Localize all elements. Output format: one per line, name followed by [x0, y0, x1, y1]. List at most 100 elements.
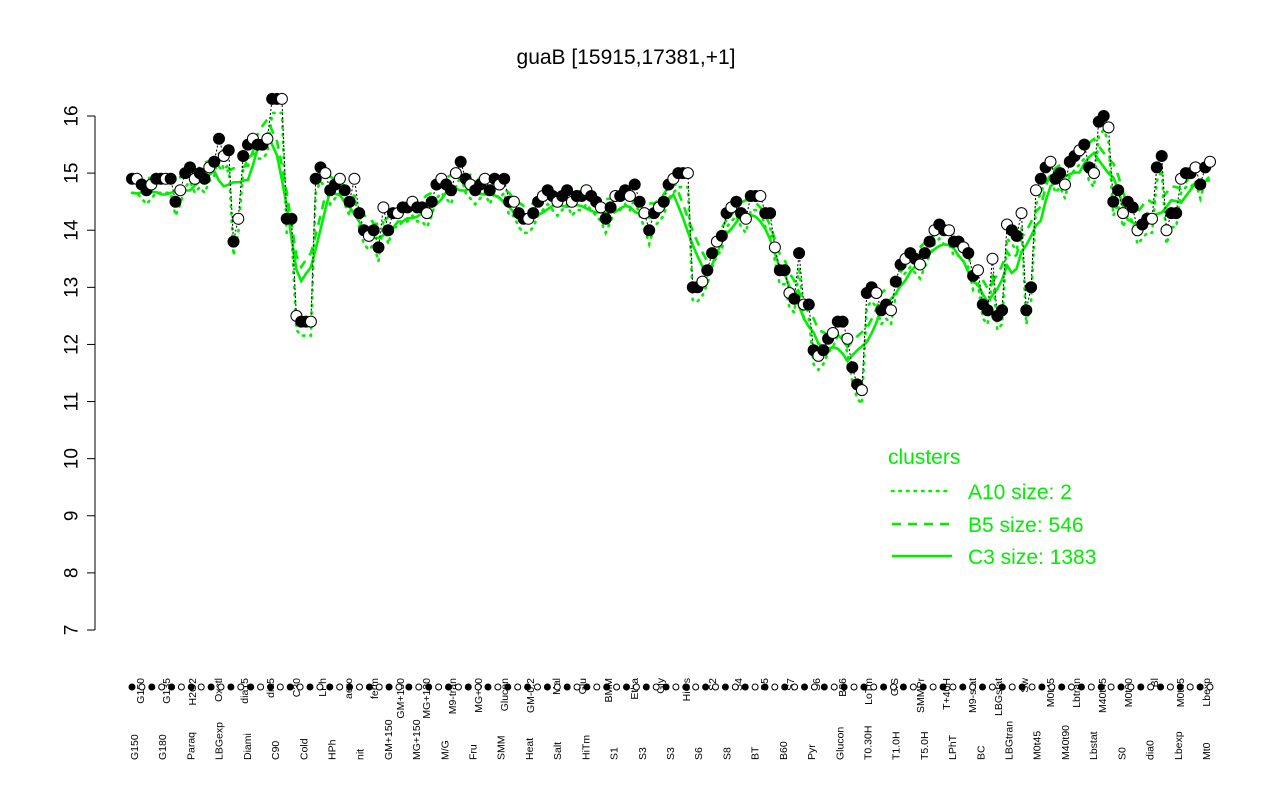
- x-tick-label: M0t90: [1123, 678, 1135, 707]
- x-rug-mark: [306, 683, 314, 691]
- data-point: [764, 207, 777, 220]
- data-point: [527, 207, 540, 220]
- data-point: [754, 190, 767, 202]
- x-rug-mark: [850, 683, 858, 691]
- data-point: [1160, 224, 1173, 237]
- x-rug-mark: [1097, 683, 1105, 691]
- x-rug-mark: [603, 683, 611, 691]
- x-rug-mark: [1038, 683, 1046, 691]
- x-rug-mark: [949, 683, 957, 691]
- cluster-lines: [130, 111, 1212, 408]
- data-point: [1097, 110, 1110, 122]
- x-rug-mark: [445, 683, 452, 691]
- legend-label-b5: B5 size: 546: [968, 514, 1084, 537]
- x-rug-mark: [237, 683, 245, 691]
- data-point: [628, 178, 641, 191]
- data-point: [599, 212, 612, 225]
- x-tick-label: dia15: [239, 678, 251, 704]
- data-point: [338, 184, 351, 197]
- x-rug-mark: [1028, 683, 1036, 691]
- data-point: [333, 172, 346, 185]
- data-point: [1020, 304, 1033, 317]
- x-rug-mark: [435, 683, 443, 691]
- x-tick-label: M0t45: [1032, 731, 1044, 760]
- data-point: [706, 247, 719, 260]
- x-rug-mark: [514, 683, 522, 691]
- x-rug-mark: [642, 683, 650, 691]
- x-rug-mark: [405, 683, 413, 691]
- data-point: [1102, 121, 1115, 134]
- x-tick-label: HPh: [326, 739, 338, 760]
- x-tick-label: Oxctl: [213, 678, 225, 702]
- data-point: [1194, 178, 1207, 191]
- x-tick-label: S3: [637, 747, 649, 760]
- data-point: [841, 332, 854, 345]
- x-rug-mark: [721, 683, 729, 691]
- data-point: [1088, 167, 1100, 180]
- data-point: [1204, 155, 1216, 168]
- data-point: [870, 287, 883, 299]
- data-point: [222, 144, 235, 157]
- data-point: [483, 184, 496, 197]
- data-point: [1126, 201, 1139, 214]
- x-tick-label: ferm: [369, 678, 381, 699]
- x-rug-mark: [1087, 683, 1095, 691]
- x-axis: G150G135H2O2Oxctldia15dia5C30LPhaeroferm…: [128, 677, 1214, 761]
- data-point: [1112, 184, 1125, 197]
- data-point: [604, 201, 617, 214]
- x-rug-mark: [959, 683, 967, 691]
- x-rug-mark: [296, 683, 304, 691]
- data-point: [1025, 281, 1038, 294]
- x-rug-mark: [1157, 683, 1165, 691]
- x-rug-mark: [1058, 683, 1066, 691]
- x-rug-mark: [860, 683, 868, 691]
- x-tick-label: LBGtran: [1004, 721, 1016, 760]
- x-tick-label: HiTm: [580, 735, 592, 760]
- data-point: [425, 195, 438, 208]
- y-tick-label: 9: [62, 510, 83, 521]
- y-tick-label: 12: [62, 334, 83, 355]
- chart-title: guaB [15915,17381,+1]: [517, 46, 736, 69]
- data-point: [261, 132, 274, 145]
- x-rug-mark: [1008, 683, 1016, 691]
- x-rug-mark: [336, 683, 344, 691]
- x-rug-mark: [1186, 683, 1194, 691]
- x-rug-mark: [534, 683, 541, 691]
- x-rug-mark: [395, 683, 403, 691]
- x-rug-mark: [553, 683, 561, 691]
- x-rug-mark: [504, 683, 512, 691]
- x-rug-mark: [751, 683, 759, 691]
- data-point: [768, 241, 781, 254]
- x-rug-mark: [712, 683, 719, 691]
- x-tick-label: LPhT: [947, 734, 959, 760]
- x-rug-mark: [1117, 683, 1125, 691]
- data-point: [739, 212, 752, 225]
- x-tick-label: S3: [665, 747, 677, 760]
- x-tick-label: SMMPr: [915, 678, 927, 714]
- data-point: [633, 195, 646, 208]
- x-rug-mark: [1018, 683, 1026, 691]
- data-point: [507, 195, 520, 208]
- data-point: [696, 275, 709, 288]
- x-tick-label: G135: [161, 678, 173, 704]
- x-rug-mark: [168, 683, 176, 691]
- data-point: [184, 161, 196, 174]
- x-tick-label: Heat: [524, 738, 536, 760]
- data-point: [198, 172, 211, 185]
- x-tick-label: SMM: [496, 736, 508, 761]
- data-point: [981, 304, 994, 317]
- x-tick-label: S1: [609, 747, 621, 760]
- x-tick-label: C90: [270, 741, 282, 760]
- data-point: [377, 201, 390, 214]
- x-tick-label: M9-stat: [967, 678, 979, 713]
- x-rug-mark: [207, 683, 215, 691]
- data-point: [855, 384, 868, 397]
- data-point: [826, 327, 839, 339]
- data-point: [914, 258, 926, 271]
- x-rug-mark: [385, 683, 393, 691]
- x-rug-mark: [731, 683, 739, 691]
- y-tick-label: 13: [62, 277, 83, 298]
- data-point: [643, 224, 656, 237]
- x-rug-mark: [1206, 683, 1214, 691]
